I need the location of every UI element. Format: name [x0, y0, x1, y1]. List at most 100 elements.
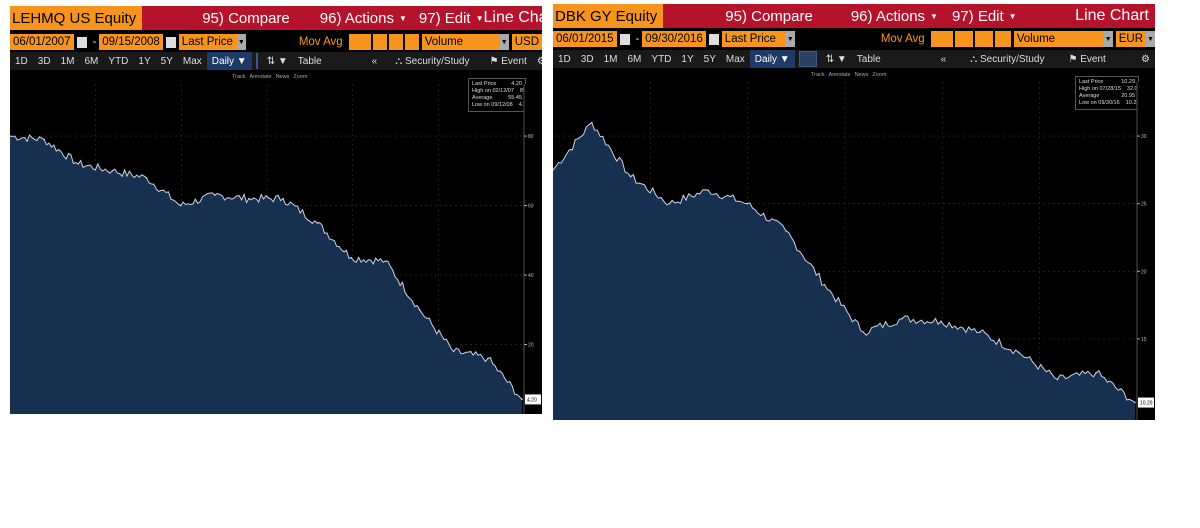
data-point [823, 284, 826, 286]
data-point [384, 260, 387, 262]
field-select[interactable]: Last Price [721, 31, 786, 47]
line-chart-icon[interactable] [255, 53, 258, 69]
period-select[interactable]: Daily ▼ [206, 52, 252, 70]
edit-label: 97) Edit [951, 7, 1004, 25]
legend-row: Average 55.45 [472, 95, 522, 102]
mov-avg-field[interactable] [974, 31, 993, 47]
ticker-label[interactable]: LEHMQ US Equity [10, 6, 143, 30]
range-6m[interactable]: 6M [627, 53, 642, 65]
chevron-down-icon[interactable]: ▼ [1146, 31, 1155, 47]
mov-avg-field[interactable] [372, 34, 387, 50]
price-chart[interactable]: 20 40 60 80 4.20 [10, 84, 542, 414]
range-1m[interactable]: 1M [60, 55, 75, 67]
tool-annotate[interactable]: Annotate [249, 74, 272, 80]
compare-button[interactable]: 95) Compare [202, 9, 290, 27]
volume-select[interactable]: Volume [421, 34, 500, 50]
mov-avg-label[interactable]: Mov Avg [298, 36, 343, 48]
range-1y[interactable]: 1Y [681, 53, 694, 65]
security-study-button[interactable]: ⛬ Security/Study [965, 54, 1049, 65]
currency-select[interactable]: EUR [1115, 31, 1146, 47]
security-study-button[interactable]: ⛬ Security/Study [390, 56, 474, 67]
mov-avg-field[interactable] [994, 31, 1011, 47]
range-1d[interactable]: 1D [15, 55, 28, 67]
range-1y[interactable]: 1Y [138, 55, 151, 67]
range-1d[interactable]: 1D [558, 53, 571, 65]
y-tick-label: 20 [1141, 269, 1147, 275]
mov-avg-field[interactable] [404, 34, 419, 50]
chart-type-label: Line Chart [483, 9, 542, 26]
legend-high-label: High on 02/12/07 [472, 88, 514, 94]
tool-zoom[interactable]: Zoom [872, 72, 887, 78]
gear-icon[interactable]: ⚙ [1141, 53, 1150, 65]
mov-avg-field[interactable] [388, 34, 403, 50]
y-tick-label: 30 [1141, 134, 1147, 140]
mov-avg-field[interactable] [930, 31, 953, 47]
range-ytd[interactable]: YTD [108, 55, 129, 67]
range-5y[interactable]: 5Y [703, 53, 716, 65]
y-tick-label: 20 [528, 343, 534, 349]
tool-news[interactable]: News [854, 72, 869, 78]
event-label: Event [501, 55, 527, 67]
calendar-icon[interactable] [165, 36, 176, 48]
settings-icon[interactable]: ⇅ ▼ [825, 53, 847, 65]
range-3d[interactable]: 3D [580, 53, 594, 65]
security-study-label: Security/Study [405, 55, 470, 67]
table-button[interactable]: Table [856, 53, 881, 65]
legend-high-value: 32.02 [1126, 86, 1141, 92]
start-date-field[interactable]: 06/01/2015 [553, 31, 617, 47]
chevron-down-icon[interactable]: ▼ [236, 34, 246, 50]
event-button[interactable]: ⚑ Event [1064, 54, 1111, 65]
range-1m[interactable]: 1M [603, 53, 618, 65]
collapse-icon[interactable]: « [371, 55, 378, 67]
table-button[interactable]: Table [297, 55, 322, 67]
settings-icon[interactable]: ⇅ ▼ [266, 55, 288, 67]
range-ytd[interactable]: YTD [651, 53, 672, 65]
gear-icon[interactable]: ⚙ [536, 55, 542, 67]
period-select[interactable]: Daily ▼ [749, 50, 795, 68]
last-value-label: 4.20 [527, 397, 537, 403]
title-bar: LEHMQ US Equity 95) Compare 96) Actions ▼… [10, 6, 542, 30]
calendar-icon[interactable] [619, 33, 630, 45]
data-point [1056, 378, 1059, 381]
edit-button[interactable]: 97) Edit ▼ [419, 10, 484, 27]
tool-track[interactable]: Track [232, 74, 246, 80]
tool-track[interactable]: Track [811, 72, 825, 78]
actions-label: 96) Actions [850, 7, 926, 25]
event-button[interactable]: ⚑ Event [485, 56, 532, 67]
volume-select[interactable]: Volume [1013, 31, 1104, 47]
end-date-field[interactable]: 09/15/2008 [99, 34, 163, 50]
range-max[interactable]: Max [725, 53, 745, 65]
currency-select[interactable]: USD [511, 34, 542, 50]
mov-avg-label[interactable]: Mov Avg [880, 33, 925, 45]
y-axis-area [1137, 82, 1155, 420]
data-point [1017, 351, 1020, 354]
series-area [553, 122, 1135, 420]
range-6m[interactable]: 6M [84, 55, 99, 67]
edit-button[interactable]: 97) Edit ▼ [952, 8, 1017, 25]
range-5y[interactable]: 5Y [160, 55, 173, 67]
tool-news[interactable]: News [275, 74, 290, 80]
chevron-down-icon[interactable]: ▼ [785, 31, 795, 47]
line-chart-icon[interactable] [798, 51, 817, 67]
range-max[interactable]: Max [182, 55, 202, 67]
field-select[interactable]: Last Price [178, 34, 237, 50]
calendar-icon[interactable] [708, 33, 719, 45]
legend-row: High on 07/28/15 32.02 [1079, 86, 1141, 93]
chevron-down-icon[interactable]: ▼ [499, 34, 509, 50]
range-3d[interactable]: 3D [37, 55, 51, 67]
end-date-field[interactable]: 09/30/2016 [642, 31, 706, 47]
mov-avg-field[interactable] [954, 31, 973, 47]
tool-annotate[interactable]: Annotate [828, 72, 851, 78]
calendar-icon[interactable] [76, 36, 87, 48]
ticker-label[interactable]: DBK GY Equity [553, 4, 664, 28]
actions-button[interactable]: 96) Actions ▼ [320, 10, 407, 27]
chevron-down-icon[interactable]: ▼ [1103, 31, 1113, 47]
start-date-field[interactable]: 06/01/2007 [10, 34, 74, 50]
mov-avg-field[interactable] [348, 34, 371, 50]
compare-button[interactable]: 95) Compare [725, 7, 813, 25]
collapse-icon[interactable]: « [940, 53, 947, 65]
price-chart[interactable]: 15 20 25 30 10.29 [553, 82, 1155, 420]
tool-zoom[interactable]: Zoom [293, 74, 308, 80]
flag-icon: ⚑ [489, 55, 502, 67]
actions-button[interactable]: 96) Actions ▼ [851, 8, 938, 25]
